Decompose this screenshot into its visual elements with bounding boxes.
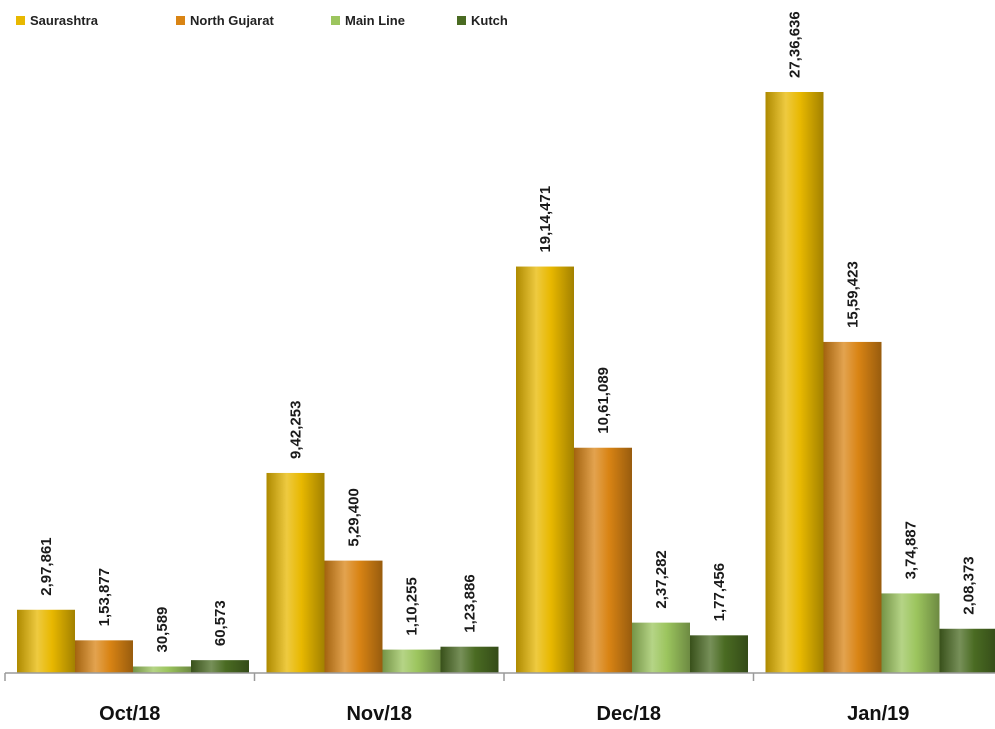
bar-kutch: [690, 635, 748, 673]
data-label: 5,29,400: [346, 488, 363, 546]
x-tick-label: Nov/18: [346, 703, 412, 725]
bar-saurashtra: [765, 92, 824, 673]
data-label: 15,59,423: [845, 261, 862, 328]
data-label: 9,42,253: [288, 401, 305, 459]
data-label: 3,74,887: [903, 521, 920, 579]
bar-saurashtra: [516, 266, 574, 673]
bar-saurashtra: [17, 609, 75, 673]
chart-legend: Saurashtra North Gujarat Main Line Kutch: [16, 13, 508, 28]
bar-main-line: [881, 593, 940, 673]
data-label: 27,36,636: [787, 11, 804, 78]
bar-group: [17, 92, 995, 673]
legend-label: Main Line: [345, 13, 405, 28]
bar-main-line: [632, 622, 690, 673]
x-axis-ticks: [4, 673, 755, 681]
data-label: 2,08,373: [961, 556, 978, 614]
bar-north-gujarat: [574, 447, 632, 673]
bar-kutch: [939, 628, 995, 673]
legend-swatch: [176, 16, 185, 25]
legend-label: Saurashtra: [30, 13, 99, 28]
x-tick-label: Oct/18: [99, 703, 160, 725]
legend-swatch: [16, 16, 25, 25]
bar-main-line: [382, 649, 441, 673]
data-label: 1,23,886: [462, 574, 479, 632]
x-tick-label: Dec/18: [597, 703, 662, 725]
legend-label: Kutch: [471, 13, 508, 28]
data-label-group: 2,97,861 1,53,877 30,589 60,573 9,42,253 5,29…: [38, 11, 978, 652]
data-label: 1,10,255: [404, 577, 421, 635]
data-label: 30,589: [154, 607, 171, 653]
bar-main-line: [133, 666, 191, 673]
x-tick-label: Jan/19: [847, 703, 909, 725]
data-label: 60,573: [212, 600, 229, 646]
bar-north-gujarat: [75, 640, 133, 673]
data-label: 19,14,471: [537, 186, 554, 253]
data-label: 10,61,089: [595, 367, 612, 434]
bar-kutch: [191, 660, 249, 673]
data-label: 2,37,282: [653, 550, 670, 608]
data-label: 2,97,861: [38, 537, 55, 595]
bar-north-gujarat: [324, 560, 383, 673]
data-label: 1,77,456: [711, 563, 728, 621]
bar-saurashtra: [266, 472, 325, 673]
legend-swatch: [457, 16, 466, 25]
data-label: 1,53,877: [96, 568, 113, 626]
bar-kutch: [440, 646, 499, 673]
legend-swatch: [331, 16, 340, 25]
x-axis-labels: Oct/18 Nov/18 Dec/18 Jan/19: [99, 703, 909, 725]
bar-north-gujarat: [823, 341, 882, 673]
legend-label: North Gujarat: [190, 13, 274, 28]
